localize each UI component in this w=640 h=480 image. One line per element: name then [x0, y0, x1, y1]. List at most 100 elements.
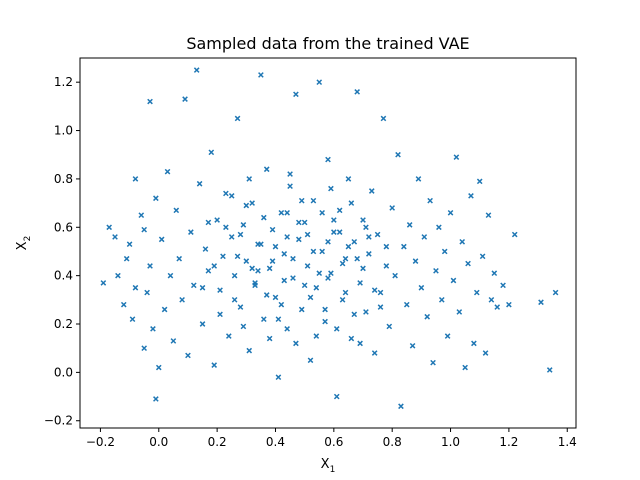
data-point [196, 180, 203, 187]
y-axis-label: X2 [15, 236, 33, 251]
y-tick-label: −0.2 [44, 414, 73, 428]
data-point [500, 282, 506, 289]
data-point [409, 342, 416, 349]
data-point [383, 263, 390, 269]
data-point [281, 251, 288, 257]
data-point [258, 241, 264, 248]
data-point [424, 313, 431, 320]
data-point [173, 207, 180, 214]
data-point [538, 299, 544, 306]
data-point [132, 176, 139, 182]
data-point [307, 294, 314, 301]
x-tick-label: 0.2 [208, 435, 227, 449]
data-point [313, 284, 320, 291]
data-point [167, 272, 174, 279]
data-point [363, 224, 369, 231]
data-point [354, 89, 361, 95]
y-tick-label: 1.2 [54, 75, 73, 89]
data-point [380, 115, 387, 122]
data-point [115, 272, 121, 279]
data-point [228, 193, 235, 199]
data-point [205, 219, 212, 226]
data-point [260, 316, 267, 323]
data-point [301, 282, 308, 289]
data-point [199, 284, 206, 291]
data-point [360, 217, 366, 223]
data-point [310, 248, 317, 255]
data-point [471, 340, 477, 347]
data-point [141, 345, 148, 352]
data-point [141, 226, 148, 233]
data-point [211, 263, 218, 269]
data-point [284, 234, 290, 240]
data-point [366, 234, 372, 240]
data-point [287, 171, 293, 177]
data-point [255, 267, 261, 274]
data-point [249, 265, 255, 272]
data-point [348, 335, 355, 342]
data-point [278, 209, 285, 216]
data-point [284, 326, 290, 332]
data-point [240, 222, 247, 228]
data-point [275, 374, 282, 381]
plot-frame [79, 57, 577, 429]
data-point [106, 224, 113, 231]
data-point [386, 323, 393, 330]
data-point [415, 176, 422, 182]
data-point [112, 234, 118, 240]
data-point [266, 335, 273, 342]
data-point [418, 284, 425, 291]
data-point [366, 251, 372, 257]
data-point [153, 396, 159, 402]
data-point [412, 258, 419, 264]
x-tick-label: 1.0 [441, 435, 460, 449]
x-tick-label: 1.4 [558, 435, 577, 449]
data-point [237, 304, 244, 310]
data-point [120, 301, 127, 308]
data-point [150, 326, 156, 332]
data-point [182, 96, 188, 102]
data-point [147, 98, 153, 105]
data-point [433, 267, 439, 274]
data-point [263, 166, 270, 173]
data-point [465, 260, 471, 267]
data-point [176, 255, 183, 262]
data-point [546, 367, 553, 373]
y-tick-label: 0.4 [54, 269, 73, 283]
data-point [249, 200, 255, 206]
data-point [246, 347, 253, 354]
x-axis-label-base: X [321, 457, 330, 472]
data-point [240, 323, 247, 330]
data-point [319, 248, 325, 255]
data-point [403, 301, 410, 308]
data-point [345, 176, 352, 182]
data-point [243, 202, 250, 209]
data-point [208, 149, 215, 156]
data-point [290, 255, 296, 262]
data-point [281, 277, 288, 284]
data-point [383, 243, 390, 250]
data-point [228, 234, 235, 240]
data-point [272, 294, 279, 301]
data-point [298, 306, 305, 313]
data-point [237, 231, 244, 238]
data-point [298, 197, 305, 204]
data-point [295, 236, 302, 243]
data-point [243, 258, 250, 264]
data-point [450, 277, 457, 284]
data-point [494, 304, 501, 310]
data-point [322, 318, 328, 325]
data-point [246, 176, 253, 182]
data-point [223, 224, 229, 231]
data-point [287, 183, 293, 190]
data-point [368, 188, 375, 194]
data-point [488, 296, 495, 303]
data-point [307, 357, 314, 364]
data-point [234, 115, 241, 122]
data-point [345, 243, 352, 250]
data-point [179, 296, 185, 303]
data-point [336, 207, 343, 214]
data-point [336, 229, 343, 235]
data-point [395, 151, 401, 158]
data-point [342, 289, 349, 296]
